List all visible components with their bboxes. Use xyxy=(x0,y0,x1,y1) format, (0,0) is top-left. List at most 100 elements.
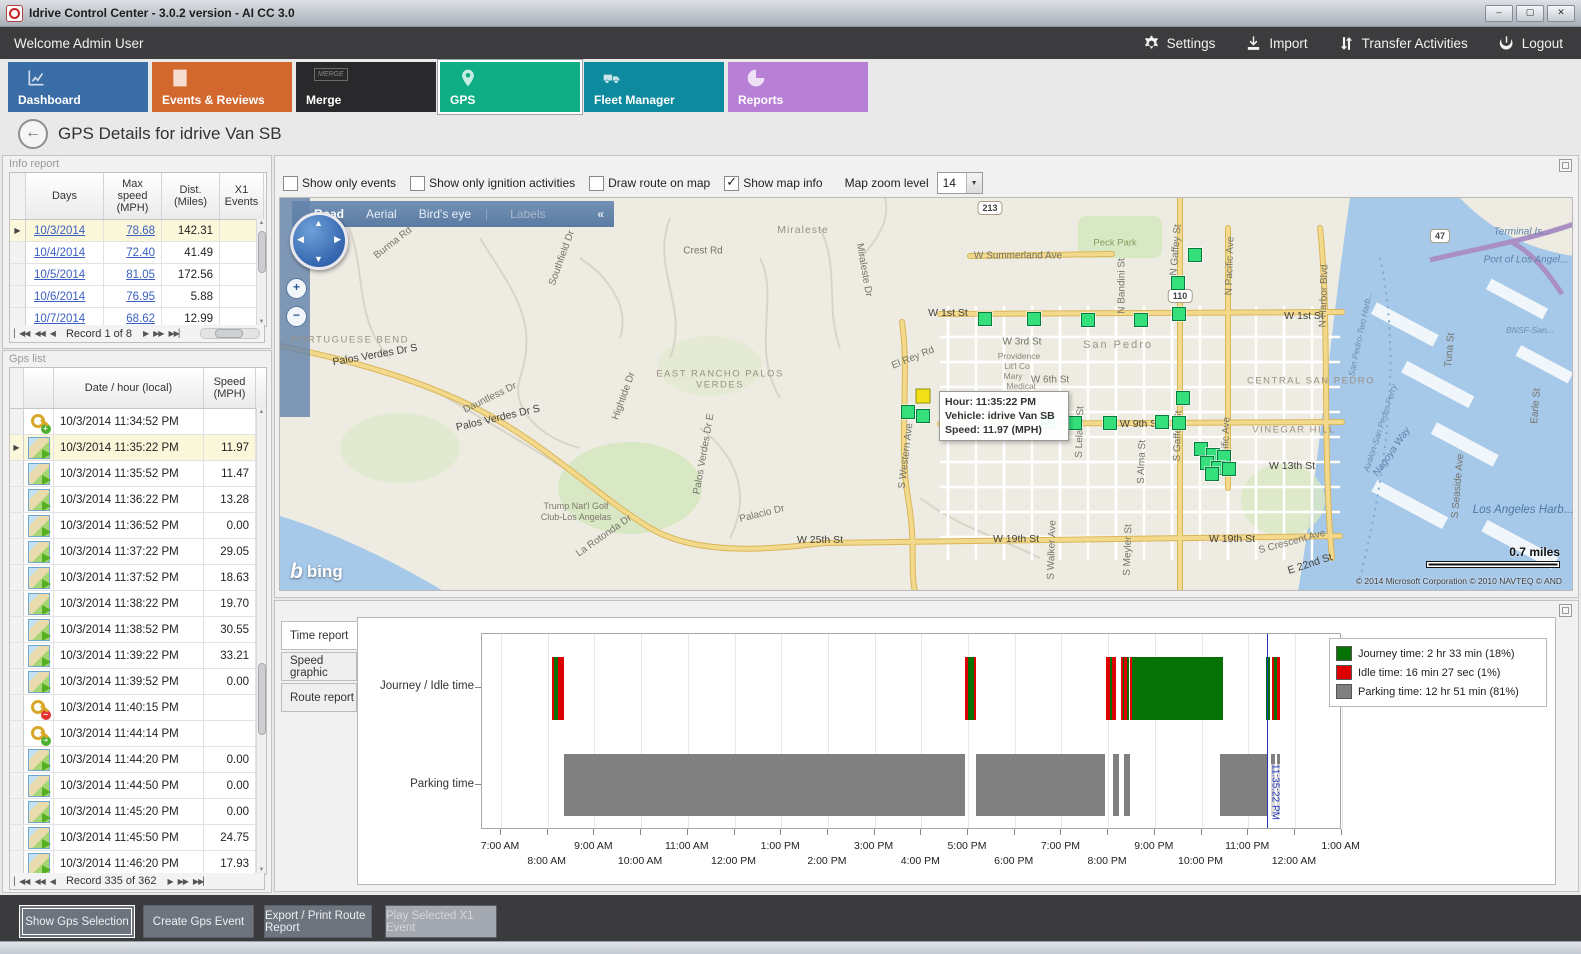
gps-point-marker[interactable] xyxy=(1081,313,1095,327)
gps-row[interactable]: 10/3/2014 11:36:22 PM 13.28 xyxy=(10,487,266,513)
gps-point-marker[interactable] xyxy=(1222,462,1236,476)
table-row[interactable]: 10/5/2014 81.05 172.56 xyxy=(10,264,266,286)
back-arrow-icon[interactable]: ← xyxy=(18,119,48,149)
gps-row[interactable]: 10/3/2014 11:35:52 PM 11.47 xyxy=(10,461,266,487)
next-page-button[interactable]: ▶▶ xyxy=(177,876,189,886)
checkbox-icon[interactable] xyxy=(589,175,605,191)
gps-row[interactable]: 10/3/2014 11:39:22 PM 33.21 xyxy=(10,643,266,669)
last-record-button[interactable]: ▶▶▏ xyxy=(168,329,185,338)
map-style-labels[interactable]: Labels xyxy=(510,207,546,221)
first-record-button[interactable]: ▏◀◀ xyxy=(14,876,31,886)
gps-point-marker[interactable] xyxy=(1171,276,1185,290)
toolbar-collapse-icon[interactable]: « xyxy=(597,207,604,221)
tile-events-reviews[interactable]: Events & Reviews xyxy=(152,62,292,112)
gps-point-marker[interactable] xyxy=(978,312,992,326)
tile-dashboard[interactable]: Dashboard xyxy=(8,62,148,112)
tile-fleet-manager[interactable]: Fleet Manager xyxy=(584,62,724,112)
table-row[interactable]: 10/7/2014 68.62 12.99 xyxy=(10,308,266,326)
gps-point-marker[interactable] xyxy=(1134,313,1148,327)
minimize-button[interactable]: – xyxy=(1485,4,1513,22)
prev-record-button[interactable]: ◀ xyxy=(49,329,56,338)
gps-point-marker[interactable] xyxy=(1176,391,1190,405)
gps-point-marker[interactable] xyxy=(1103,416,1117,430)
gps-row[interactable]: 10/3/2014 11:45:50 PM 24.75 xyxy=(10,825,266,851)
prev-record-button[interactable]: ◀ xyxy=(49,876,56,886)
table-row[interactable]: 10/6/2014 76.95 5.88 xyxy=(10,286,266,308)
day-link[interactable]: 10/4/2014 xyxy=(34,246,86,259)
last-record-button[interactable]: ▶▶▏ xyxy=(192,876,210,886)
column-header[interactable]: Dist. (Miles) xyxy=(162,173,220,219)
column-header[interactable]: Max speed (MPH) xyxy=(104,173,162,219)
gps-point-marker[interactable] xyxy=(916,409,930,423)
gps-point-marker[interactable] xyxy=(1155,415,1169,429)
max-speed-link[interactable]: 72.40 xyxy=(126,246,155,259)
gps-list-scrollbar[interactable]: ▲ ▼ xyxy=(256,408,266,874)
prev-page-button[interactable]: ◀◀ xyxy=(34,329,45,338)
gps-row[interactable]: 10/3/2014 11:38:52 PM 30.55 xyxy=(10,617,266,643)
maximize-button[interactable]: ▢ xyxy=(1516,4,1544,22)
map-style-bird-s-eye[interactable]: Bird's eye xyxy=(418,207,471,221)
info-report-scrollbar[interactable]: ▲ ▼ xyxy=(256,219,266,326)
first-record-button[interactable]: ▏◀◀ xyxy=(14,329,31,338)
tab-route-report[interactable]: Route report xyxy=(281,683,357,712)
day-link[interactable]: 10/7/2014 xyxy=(34,312,86,325)
map-compass-control[interactable]: ▲ ▼ ◀ ▶ xyxy=(290,212,348,270)
gps-row[interactable]: ➔ 10/3/2014 11:44:14 PM xyxy=(10,721,266,747)
collapse-panel-icon[interactable] xyxy=(1559,159,1572,172)
selected-gps-marker[interactable] xyxy=(915,388,931,404)
prev-page-button[interactable]: ◀◀ xyxy=(34,876,45,886)
tab-time-report[interactable]: Time report xyxy=(281,621,359,650)
close-button[interactable]: ✕ xyxy=(1547,4,1575,22)
gps-row[interactable]: 10/3/2014 11:46:20 PM 17.93 xyxy=(10,851,266,874)
gps-point-marker[interactable] xyxy=(901,405,915,419)
menu-action-settings[interactable]: Settings xyxy=(1143,35,1215,52)
map-style-aerial[interactable]: Aerial xyxy=(366,207,397,221)
gps-point-marker[interactable] xyxy=(1027,312,1041,326)
gps-row[interactable]: 10/3/2014 11:45:20 PM 0.00 xyxy=(10,799,266,825)
menu-action-transfer-activities[interactable]: Transfer Activities xyxy=(1338,35,1468,52)
gps-row[interactable]: 10/3/2014 11:44:20 PM 0.00 xyxy=(10,747,266,773)
zoom-out-icon[interactable]: − xyxy=(286,306,307,327)
max-speed-link[interactable]: 81.05 xyxy=(126,268,155,281)
option-show-only-ignition-activities[interactable]: Show only ignition activities xyxy=(410,175,575,191)
gps-point-marker[interactable] xyxy=(1172,307,1186,321)
gps-row[interactable]: 10/3/2014 11:44:50 PM 0.00 xyxy=(10,773,266,799)
horizontal-scrollbar[interactable] xyxy=(200,328,260,339)
pan-left-icon[interactable]: ◀ xyxy=(297,234,304,244)
button-create-gps-event[interactable]: Create Gps Event xyxy=(143,905,254,938)
checkbox-icon[interactable] xyxy=(724,174,740,191)
pan-down-icon[interactable]: ▼ xyxy=(314,254,323,264)
checkbox-icon[interactable] xyxy=(410,175,426,191)
gps-row[interactable]: −10/3/2014 11:40:15 PM xyxy=(10,695,266,721)
collapse-panel-icon[interactable] xyxy=(1559,604,1572,617)
gps-point-marker[interactable] xyxy=(1172,416,1186,430)
day-link[interactable]: 10/6/2014 xyxy=(34,290,86,303)
checkbox-icon[interactable] xyxy=(283,175,298,191)
button-show-gps-selection[interactable]: Show Gps Selection xyxy=(19,905,135,938)
gps-point-marker[interactable] xyxy=(1205,467,1219,481)
gps-row[interactable]: 10/3/2014 11:38:22 PM 19.70 xyxy=(10,591,266,617)
option-show-only-events[interactable]: Show only events xyxy=(283,175,396,191)
gps-row[interactable]: 10/3/2014 11:37:52 PM 18.63 xyxy=(10,565,266,591)
gps-point-marker[interactable] xyxy=(1188,248,1202,262)
tile-gps[interactable]: GPS xyxy=(438,60,582,114)
zoom-in-icon[interactable]: + xyxy=(286,278,307,299)
gps-row[interactable]: ▶ 10/3/2014 11:35:22 PM 11.97 xyxy=(10,435,266,461)
menu-action-import[interactable]: Import xyxy=(1245,35,1308,52)
max-speed-link[interactable]: 76.95 xyxy=(126,290,155,303)
map-canvas[interactable]: RoadAerialBird's eye|Labels« ▲ ▼ ◀ ▶ + −… xyxy=(279,197,1573,591)
day-link[interactable]: 10/5/2014 xyxy=(34,268,86,281)
tab-speed-graphic[interactable]: Speed graphic xyxy=(281,652,357,681)
day-link[interactable]: 10/3/2014 xyxy=(34,224,86,237)
map-zoom-select[interactable]: 14 ▼ xyxy=(936,172,983,194)
next-record-button[interactable]: ▶ xyxy=(167,876,173,886)
option-draw-route-on-map[interactable]: Draw route on map xyxy=(589,175,710,191)
next-record-button[interactable]: ▶ xyxy=(142,329,149,338)
next-page-button[interactable]: ▶▶ xyxy=(153,329,164,338)
pan-right-icon[interactable]: ▶ xyxy=(334,234,341,244)
gps-row[interactable]: +10/3/2014 11:34:52 PM xyxy=(10,409,266,435)
tile-reports[interactable]: Reports xyxy=(728,62,868,112)
table-row[interactable]: ▶ 10/3/2014 78.68 142.31 xyxy=(10,220,266,242)
column-header[interactable]: Date / hour (local) xyxy=(54,368,204,408)
gps-row[interactable]: 10/3/2014 11:37:22 PM 29.05 xyxy=(10,539,266,565)
